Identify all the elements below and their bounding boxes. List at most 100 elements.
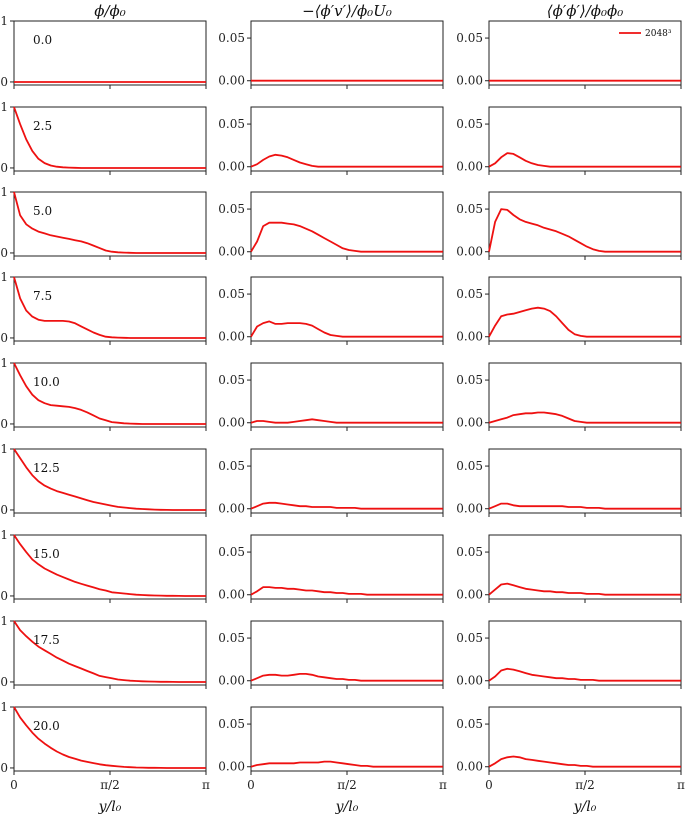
y-tick-label: 0 xyxy=(0,246,8,260)
panel-r8-c1: 0 1 17.5 xyxy=(0,614,207,689)
y-tick-label: 1 xyxy=(0,614,8,628)
panel-r5-c1: 0 1 10.0 xyxy=(0,356,207,431)
panel-r5-c3: 0.00 0.05 xyxy=(456,362,682,431)
panel-r7-c2: 0.00 0.05 xyxy=(218,534,444,603)
series-line xyxy=(13,706,206,769)
y-tick-label: 0.05 xyxy=(456,459,483,473)
y-tick-label: 0.05 xyxy=(218,31,245,45)
x-axis-labels: 0 π/2 π y/l₀ 0 π/2 π y/l₀ 0 π/2 π y/l₀ xyxy=(10,778,685,814)
column-title-1: ϕ/ϕ₀ xyxy=(94,2,126,20)
time-label: 0.0 xyxy=(33,33,52,47)
x-tick-label: 0 xyxy=(247,778,255,792)
y-tick-label: 0.00 xyxy=(218,760,245,774)
y-tick-label: 0.00 xyxy=(218,588,245,602)
panel-r9-c2: 0.00 0.05 xyxy=(218,706,444,775)
time-label: 5.0 xyxy=(33,204,52,218)
y-tick-label: 0 xyxy=(0,503,8,517)
y-tick-label: 0.00 xyxy=(456,74,483,88)
panel-r2-c3: 0.00 0.05 xyxy=(456,106,682,175)
panel-frame xyxy=(488,276,682,342)
series-line xyxy=(250,673,443,682)
y-tick-label: 0.00 xyxy=(456,760,483,774)
series-line xyxy=(13,191,206,254)
series-line xyxy=(13,534,206,597)
time-label: 20.0 xyxy=(33,719,60,733)
y-tick-label: 0.05 xyxy=(218,373,245,387)
x-tick-label: π xyxy=(439,778,447,792)
y-tick-label: 1 xyxy=(0,100,8,114)
y-tick-label: 0.00 xyxy=(218,416,245,430)
y-tick-label: 1 xyxy=(0,700,8,714)
series-line xyxy=(488,411,681,424)
panel-frame xyxy=(250,106,444,172)
x-axis-label: y/l₀ xyxy=(335,799,359,814)
y-tick-label: 0 xyxy=(0,675,8,689)
panel-frame xyxy=(250,20,444,86)
series-line xyxy=(250,760,443,768)
y-tick-label: 0 xyxy=(0,589,8,603)
time-label: 7.5 xyxy=(33,289,52,303)
time-label: 2.5 xyxy=(33,119,52,133)
y-tick-label: 0.05 xyxy=(456,117,483,131)
y-tick-label: 0.00 xyxy=(218,245,245,259)
panel-r5-c2: 0.00 0.05 xyxy=(218,362,444,431)
x-tick-label: 0 xyxy=(10,778,18,792)
series-line xyxy=(13,362,206,425)
panel-r2-c2: 0.00 0.05 xyxy=(218,106,444,175)
panel-frame xyxy=(250,362,444,428)
panel-frame xyxy=(250,706,444,772)
series-line xyxy=(250,221,443,253)
y-tick-label: 1 xyxy=(0,528,8,542)
panel-frame xyxy=(13,191,207,257)
series-line xyxy=(488,208,681,253)
y-tick-label: 0 xyxy=(0,161,8,175)
series-line xyxy=(250,320,443,338)
x-tick-label: π xyxy=(677,778,685,792)
series-line xyxy=(13,620,206,683)
y-tick-label: 0.05 xyxy=(456,202,483,216)
y-tick-label: 1 xyxy=(0,442,8,456)
y-tick-label: 0.05 xyxy=(456,287,483,301)
panel-r7-c1: 0 1 15.0 xyxy=(0,528,207,603)
y-tick-label: 0.05 xyxy=(218,631,245,645)
y-tick-label: 0.00 xyxy=(218,160,245,174)
legend-label: 2048³ xyxy=(645,29,672,39)
panel-r1-c2: 0.00 0.05 xyxy=(218,20,444,89)
y-tick-label: 0.05 xyxy=(456,631,483,645)
y-tick-label: 0.05 xyxy=(456,717,483,731)
y-tick-label: 0.00 xyxy=(456,588,483,602)
y-tick-label: 0.00 xyxy=(218,330,245,344)
panel-frame xyxy=(488,448,682,514)
y-tick-label: 0.05 xyxy=(218,202,245,216)
x-tick-label: π/2 xyxy=(337,778,357,792)
x-tick-label: π xyxy=(202,778,210,792)
panel-r4-c2: 0.00 0.05 xyxy=(218,276,444,345)
time-label: 10.0 xyxy=(33,375,60,389)
panel-frame xyxy=(488,106,682,172)
panel-r7-c3: 0.00 0.05 xyxy=(456,534,682,603)
y-tick-label: 0.00 xyxy=(218,674,245,688)
y-tick-label: 0.00 xyxy=(456,330,483,344)
x-tick-label: π/2 xyxy=(100,778,120,792)
panel-r9-c1: 0 1 20.0 xyxy=(0,700,207,775)
series-line xyxy=(250,418,443,424)
y-tick-label: 0.00 xyxy=(456,245,483,259)
x-tick-label: π/2 xyxy=(575,778,595,792)
series-line xyxy=(488,502,681,510)
panel-frame xyxy=(13,620,207,686)
y-tick-label: 0.00 xyxy=(456,502,483,516)
y-tick-label: 0.00 xyxy=(456,160,483,174)
panel-r8-c2: 0.00 0.05 xyxy=(218,620,444,689)
y-tick-label: 1 xyxy=(0,356,8,370)
panel-frame xyxy=(488,534,682,600)
y-tick-label: 0 xyxy=(0,331,8,345)
y-tick-label: 0 xyxy=(0,761,8,775)
panel-r8-c3: 0.00 0.05 xyxy=(456,620,682,689)
y-tick-label: 0.05 xyxy=(456,31,483,45)
y-tick-label: 0.05 xyxy=(218,717,245,731)
panel-frame xyxy=(488,706,682,772)
series-line xyxy=(488,582,681,596)
panel-frame xyxy=(13,448,207,514)
series-line xyxy=(488,152,681,168)
panel-frame xyxy=(13,362,207,428)
